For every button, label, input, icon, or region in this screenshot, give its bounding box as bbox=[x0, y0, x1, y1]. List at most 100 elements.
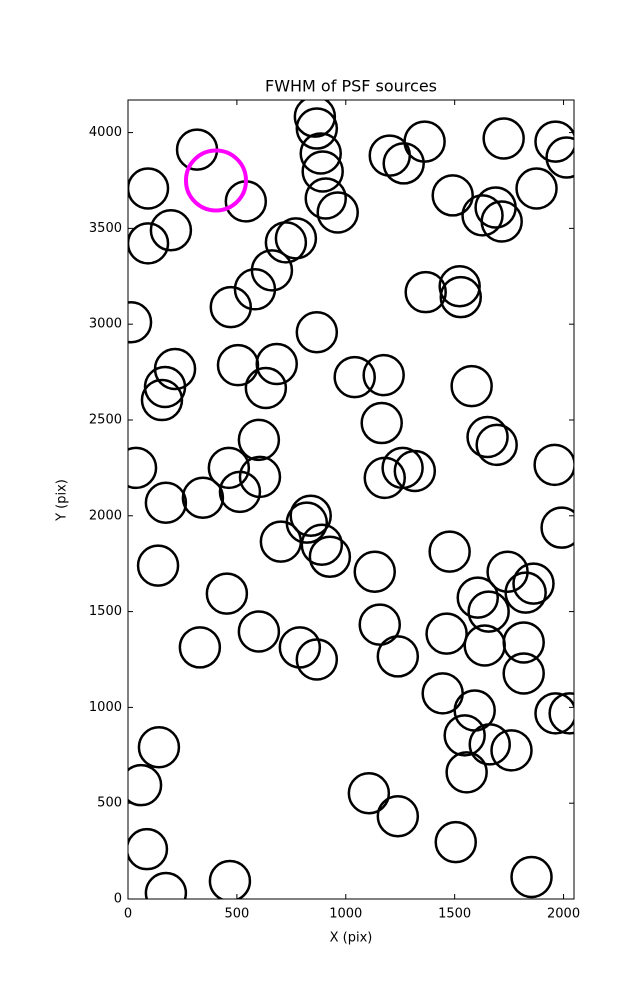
psf-source bbox=[207, 446, 251, 490]
psf-source bbox=[360, 401, 403, 445]
psf-source bbox=[450, 364, 493, 408]
psf-source bbox=[301, 150, 344, 193]
psf-source bbox=[293, 100, 337, 138]
psf-source bbox=[480, 200, 523, 243]
highlight-source bbox=[183, 148, 248, 213]
psf-source bbox=[300, 523, 344, 566]
psf-source bbox=[143, 365, 187, 409]
psf-source bbox=[178, 626, 222, 669]
x-tick-label: 1500 bbox=[438, 907, 471, 922]
psf-source bbox=[128, 763, 163, 807]
psf-source bbox=[468, 723, 511, 766]
y-tick-label: 1000 bbox=[89, 700, 122, 715]
x-tick-label: 1000 bbox=[329, 907, 362, 922]
plot-frame bbox=[127, 99, 575, 900]
psf-source bbox=[404, 270, 447, 314]
y-tick-label: 500 bbox=[97, 796, 122, 811]
psf-source bbox=[333, 355, 376, 399]
psf-source bbox=[438, 264, 481, 308]
psf-source bbox=[295, 638, 339, 681]
psf-source bbox=[358, 603, 401, 646]
psf-source bbox=[144, 871, 188, 899]
psf-source bbox=[278, 626, 322, 669]
psf-source bbox=[428, 530, 471, 573]
psf-source bbox=[425, 612, 468, 655]
y-tick-label: 1500 bbox=[89, 604, 122, 619]
psf-source bbox=[482, 117, 525, 160]
psf-source bbox=[244, 366, 288, 410]
y-tick-label: 0 bbox=[114, 892, 122, 907]
psf-source bbox=[548, 692, 574, 735]
psf-source bbox=[295, 107, 339, 150]
x-tick-label: 2000 bbox=[547, 907, 580, 922]
psf-source bbox=[431, 174, 474, 217]
psf-source bbox=[208, 859, 252, 899]
psf-source bbox=[136, 544, 180, 587]
psf-source bbox=[490, 729, 533, 772]
psf-source bbox=[456, 576, 499, 619]
y-tick-label: 4000 bbox=[89, 125, 122, 140]
psf-source bbox=[467, 590, 510, 633]
y-tick-label: 2000 bbox=[89, 508, 122, 523]
psf-source bbox=[308, 535, 352, 579]
psf-source bbox=[237, 610, 281, 653]
psf-source bbox=[376, 794, 420, 838]
psf-source bbox=[504, 571, 547, 614]
x-tick-label: 500 bbox=[224, 907, 249, 922]
psf-source bbox=[393, 449, 437, 493]
psf-source bbox=[362, 353, 405, 397]
psf-source bbox=[403, 120, 446, 163]
psf-source bbox=[443, 714, 486, 757]
psf-source bbox=[285, 501, 329, 544]
psf-source bbox=[128, 827, 169, 871]
psf-source bbox=[533, 443, 574, 487]
plot-area bbox=[128, 100, 574, 899]
psf-source bbox=[445, 751, 488, 794]
psf-source bbox=[255, 342, 298, 386]
psf-source bbox=[545, 136, 574, 179]
psf-source bbox=[347, 771, 391, 815]
psf-source bbox=[205, 572, 249, 615]
psf-source bbox=[144, 481, 188, 525]
psf-source bbox=[540, 506, 574, 549]
psf-source bbox=[510, 855, 553, 899]
psf-source bbox=[316, 191, 359, 234]
psf-source bbox=[140, 378, 184, 422]
psf-source bbox=[295, 310, 339, 354]
psf-source bbox=[502, 621, 545, 664]
psf-source bbox=[353, 550, 396, 593]
psf-source bbox=[209, 285, 253, 329]
psf-source bbox=[439, 275, 483, 319]
y-tick-label: 2500 bbox=[89, 412, 122, 427]
y-tick-label: 3500 bbox=[89, 221, 122, 236]
psf-source bbox=[218, 470, 262, 514]
psf-source bbox=[515, 167, 558, 210]
y-tick-label: 3000 bbox=[89, 317, 122, 332]
psf-source bbox=[289, 494, 332, 538]
psf-source bbox=[181, 476, 225, 520]
x-axis-label: X (pix) bbox=[330, 931, 373, 946]
psf-source bbox=[534, 120, 574, 163]
psf-source bbox=[237, 418, 281, 462]
y-axis-label: Y (pix) bbox=[55, 479, 70, 522]
psf-source bbox=[461, 194, 504, 237]
psf-source bbox=[149, 209, 193, 252]
psf-source bbox=[128, 446, 158, 490]
psf-source bbox=[299, 132, 342, 175]
psf-source bbox=[128, 301, 153, 344]
psf-source bbox=[466, 415, 509, 459]
psf-source bbox=[475, 423, 518, 467]
psf-source bbox=[502, 652, 545, 695]
psf-source bbox=[250, 249, 294, 292]
psf-source bbox=[376, 635, 420, 678]
psf-source bbox=[274, 217, 318, 260]
psf-source bbox=[534, 692, 574, 735]
x-tick-label: 0 bbox=[124, 907, 132, 922]
psf-source bbox=[512, 562, 555, 605]
psf-source bbox=[137, 725, 181, 769]
chart-title: FWHM of PSF sources bbox=[265, 77, 437, 96]
psf-source bbox=[304, 177, 347, 220]
psf-source bbox=[434, 820, 477, 864]
